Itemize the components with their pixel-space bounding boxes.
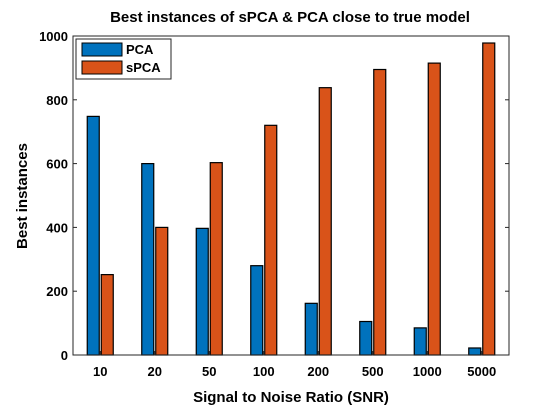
y-axis: 0 200 400 600 800 1000 (39, 29, 509, 363)
bar-pca-200 (304, 302, 318, 356)
y-tick-label-1000: 1000 (39, 29, 68, 44)
y-tick-label-400: 400 (46, 220, 68, 235)
y-tick-label-600: 600 (46, 157, 68, 172)
legend-label-pca: PCA (126, 42, 154, 57)
bar-spca-10 (100, 274, 114, 356)
y-axis-label: Best instances (14, 143, 31, 249)
x-tick-label-1000: 1000 (413, 364, 442, 379)
x-tick-label-10: 10 (93, 364, 107, 379)
bar-pca-500 (359, 320, 373, 356)
chart-title: Best instances of sPCA & PCA close to tr… (110, 9, 470, 26)
plot-area: 0 200 400 600 800 1000 10 20 50 100 200 500 1000 500… (39, 29, 510, 379)
bar-spca-20 (155, 226, 169, 356)
bar-spca-50 (209, 162, 223, 356)
y-tick-label-800: 800 (46, 93, 68, 108)
x-tick-label-100: 100 (253, 364, 275, 379)
bar-pca-1000 (413, 327, 427, 356)
bar-pca-50 (195, 227, 209, 356)
x-axis: 10 20 50 100 200 500 1000 5000 (93, 364, 496, 379)
x-tick-label-500: 500 (362, 364, 384, 379)
bar-spca-500 (373, 68, 387, 356)
legend-label-spca: sPCA (126, 60, 161, 75)
bar-spca-100 (264, 124, 278, 356)
bar-pca-10 (86, 115, 100, 356)
bars-group (86, 42, 496, 356)
x-tick-label-50: 50 (202, 364, 216, 379)
y-tick-label-0: 0 (61, 348, 68, 363)
plot-border (72, 35, 510, 356)
bar-pca-100 (250, 265, 264, 356)
x-tick-label-200: 200 (307, 364, 329, 379)
bar-spca-5000 (482, 42, 496, 356)
legend-swatch-pca (81, 42, 123, 57)
y-tick-label-200: 200 (46, 284, 68, 299)
bar-spca-200 (318, 87, 332, 356)
x-tick-label-20: 20 (148, 364, 162, 379)
bar-pca-5000 (468, 347, 482, 356)
legend: PCA sPCA (75, 38, 172, 80)
plot-frame (73, 36, 509, 355)
legend-swatch-spca (81, 60, 123, 75)
x-axis-label: Signal to Noise Ratio (SNR) (193, 389, 389, 406)
bar-spca-1000 (427, 62, 441, 356)
x-tick-label-5000: 5000 (467, 364, 496, 379)
bar-pca-20 (141, 163, 155, 356)
